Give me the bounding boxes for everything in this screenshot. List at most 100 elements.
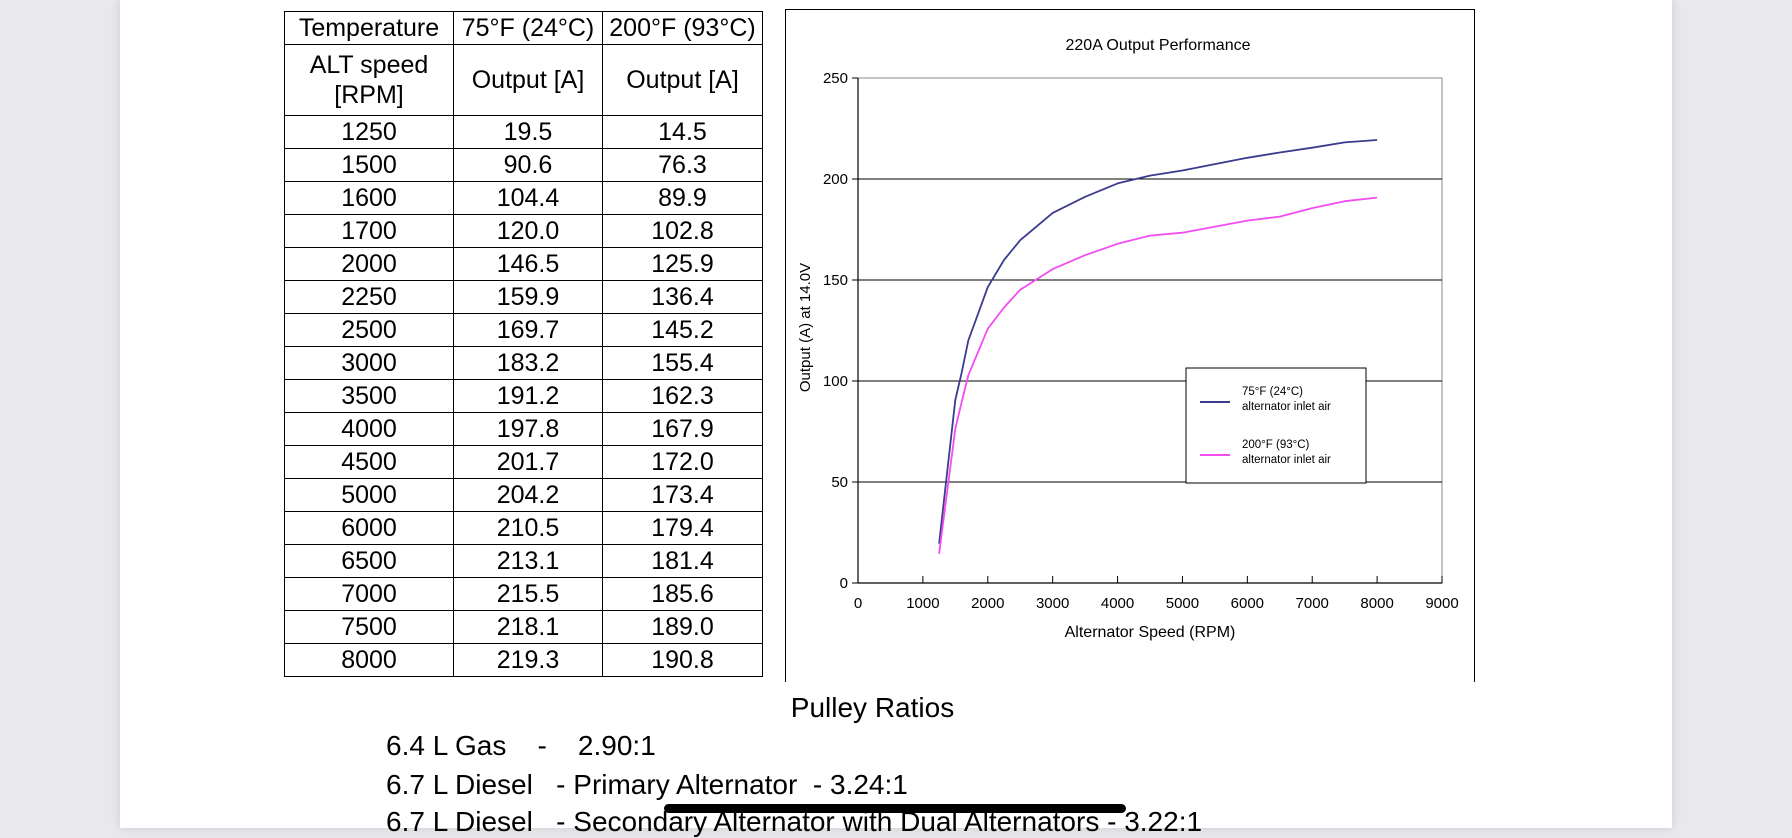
chart-title: 220A Output Performance [1066,37,1251,54]
y-tick-label: 50 [831,474,848,491]
table-cell: 125.9 [602,247,763,281]
x-tick-label: 5000 [1166,595,1199,612]
table-cell: 173.4 [602,478,763,512]
table-cell: 4000 [284,412,454,446]
table-cell: 104.4 [453,181,603,215]
legend-label: 75°F (24°C) [1242,386,1303,398]
table-cell: 185.6 [602,577,763,611]
legend-label: alternator inlet air [1242,454,1331,466]
output-performance-chart: 0 50 100 150 200 250 0 1000 2000 3000 4000 5000 6000… [785,9,1475,682]
table-row: 1250 19.5 14.5 [284,115,763,149]
y-tick-label: 200 [823,171,848,188]
table-header-cell: 75°F (24°C) [453,11,603,45]
series-line-1 [938,196,1378,554]
table-cell: 167.9 [602,412,763,446]
table-cell: 172.0 [602,445,763,479]
table-cell: 7000 [284,577,454,611]
table-cell: 146.5 [453,247,603,281]
table-cell: 4500 [284,445,454,479]
x-tick-label: 6000 [1231,595,1264,612]
table-row: 4500 201.7 172.0 [284,445,763,479]
x-tick-label: 7000 [1296,595,1329,612]
table-cell: 7500 [284,610,454,644]
table-cell: 8000 [284,643,454,677]
y-tick-label: 250 [823,70,848,87]
x-tick-label: 0 [854,595,862,612]
table-row: 3500 191.2 162.3 [284,379,763,413]
table-cell: 102.8 [602,214,763,248]
chart-svg: 0 50 100 150 200 250 0 1000 2000 3000 4000 5000 6000… [797,37,1459,641]
table-row: 7500 218.1 189.0 [284,610,763,644]
table-cell: 159.9 [453,280,603,314]
table-row: 1700 120.0 102.8 [284,214,763,248]
table-cell: 215.5 [453,577,603,611]
table-cell: 1600 [284,181,454,215]
y-tick-label: 100 [823,373,848,390]
table-row: 7000 215.5 185.6 [284,577,763,611]
table-header-cell: ALT speed [RPM] [284,44,454,116]
table-cell: 197.8 [453,412,603,446]
table-row: 2000 146.5 125.9 [284,247,763,281]
table-cell: 5000 [284,478,454,512]
x-tick-label: 1000 [906,595,939,612]
table-cell: 183.2 [453,346,603,380]
table-header-cell: Output [A] [602,44,763,116]
series-line-0 [938,139,1378,544]
pulley-ratio-line: 6.4 L Gas - 2.90:1 [386,730,656,761]
output-data-table: Temperature 75°F (24°C) 200°F (93°C) ALT… [284,11,763,677]
table-cell: 76.3 [602,148,763,182]
table-row: 2250 159.9 136.4 [284,280,763,314]
pulley-ratios-title: Pulley Ratios [790,692,955,723]
table-cell: 89.9 [602,181,763,215]
table-row: 6500 213.1 181.4 [284,544,763,578]
table-row: 2500 169.7 145.2 [284,313,763,347]
table-cell: 179.4 [602,511,763,545]
legend-box [1185,367,1367,484]
y-tick-label: 0 [840,575,848,592]
table-cell: 190.8 [602,643,763,677]
table-row: 6000 210.5 179.4 [284,511,763,545]
table-subheader-row: ALT speed [RPM] Output [A] Output [A] [284,44,763,116]
y-tick-label: 150 [823,272,848,289]
x-tick-label: 9000 [1425,595,1458,612]
table-cell: 90.6 [453,148,603,182]
table-cell: 204.2 [453,478,603,512]
table-cell: 162.3 [602,379,763,413]
redaction-bar [664,804,1126,813]
table-cell: 1250 [284,115,454,149]
table-cell: 145.2 [602,313,763,347]
table-cell: 181.4 [602,544,763,578]
table-header-row: Temperature 75°F (24°C) 200°F (93°C) [284,11,763,45]
table-header-cell: 200°F (93°C) [602,11,763,45]
table-header-cell: Temperature [284,11,454,45]
table-cell: 218.1 [453,610,603,644]
table-cell: 219.3 [453,643,603,677]
table-row: 5000 204.2 173.4 [284,478,763,512]
table-cell: 2500 [284,313,454,347]
table-row: 1500 90.6 76.3 [284,148,763,182]
table-cell: 189.0 [602,610,763,644]
table-row: 8000 219.3 190.8 [284,643,763,677]
table-cell: 19.5 [453,115,603,149]
x-axis-label: Alternator Speed (RPM) [1065,624,1236,641]
table-cell: 169.7 [453,313,603,347]
table-cell: 155.4 [602,346,763,380]
table-cell: 3500 [284,379,454,413]
table-cell: 136.4 [602,280,763,314]
table-cell: 201.7 [453,445,603,479]
table-cell: 1700 [284,214,454,248]
pulley-ratio-line: 6.7 L Diesel - Primary Alternator - 3.24… [386,769,908,800]
table-row: 3000 183.2 155.4 [284,346,763,380]
table-cell: 210.5 [453,511,603,545]
x-tick-label: 4000 [1101,595,1134,612]
table-cell: 3000 [284,346,454,380]
table-cell: 14.5 [602,115,763,149]
legend-label: 200°F (93°C) [1242,439,1310,451]
table-cell: 2250 [284,280,454,314]
table-cell: 6500 [284,544,454,578]
table-cell: 6000 [284,511,454,545]
table-cell: 120.0 [453,214,603,248]
x-tick-label: 8000 [1360,595,1393,612]
table-cell: 1500 [284,148,454,182]
table-row: 1600 104.4 89.9 [284,181,763,215]
